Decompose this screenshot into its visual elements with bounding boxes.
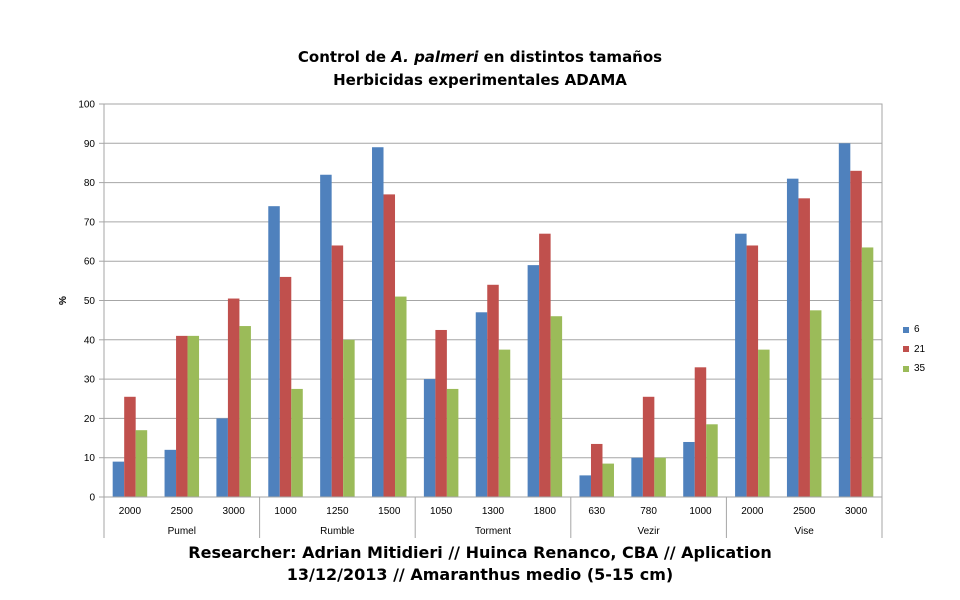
bar-21-1000: [279, 276, 292, 497]
bar-35-1000: [291, 388, 303, 497]
chart-subtitle: Herbicidas experimentales ADAMA: [333, 71, 627, 89]
y-tick-label: 70: [84, 217, 96, 228]
bar-6-630: [579, 475, 591, 497]
footer-line-2: 13/12/2013 // Amaranthus medio (5-15 cm): [286, 565, 674, 584]
bar-35-1300: [498, 349, 511, 497]
y-tick-label: 0: [89, 493, 95, 504]
bar-35-2500: [809, 310, 822, 497]
x-group-label: Torment: [475, 526, 511, 537]
x-tick-label: 2000: [741, 506, 764, 517]
x-tick-label: 1500: [378, 506, 401, 517]
bar-21-1050: [435, 329, 447, 497]
x-tick-label: 2500: [171, 506, 194, 517]
footer-line-1: Researcher: Adrian Mitidieri // Huinca R…: [188, 543, 772, 562]
bar-6-2500: [786, 178, 799, 498]
x-tick-label: 1000: [689, 506, 712, 517]
bar-21-1250: [331, 245, 344, 497]
x-group-label: Rumble: [320, 526, 355, 537]
bar-6-1050: [423, 379, 436, 497]
y-tick-label: 10: [84, 453, 96, 464]
bar-21-2000: [124, 396, 136, 497]
bar-21-630: [590, 443, 603, 497]
bar-35-1050: [446, 388, 459, 497]
legend-label-6: 6: [914, 324, 920, 336]
y-tick-label: 80: [84, 178, 96, 189]
x-group-label: Vise: [795, 526, 815, 537]
x-tick-label: 2000: [119, 506, 142, 517]
bar-6-1500: [372, 147, 384, 498]
bar-21-2000: [746, 245, 759, 497]
chart-title: Control de A. palmeri en distintos tamañ…: [297, 48, 663, 66]
bar-21-2500: [798, 198, 810, 497]
bar-6-1000: [683, 441, 695, 497]
legend-item-21: 21: [903, 340, 925, 360]
x-tick-label: 1300: [482, 506, 505, 517]
x-tick-label: 2500: [793, 506, 816, 517]
bar-6-3000: [216, 418, 228, 497]
y-tick-label: 40: [84, 335, 96, 346]
bar-21-2500: [176, 335, 188, 497]
x-group-label: Vezir: [637, 526, 660, 537]
bar-21-1300: [487, 284, 499, 497]
bar-35-1250: [343, 339, 355, 497]
bar-21-3000: [227, 298, 240, 497]
y-tick-label: 60: [84, 257, 96, 268]
y-tick-label: 100: [78, 100, 95, 111]
chart-legend: 6 21 35: [903, 320, 925, 379]
legend-label-35: 35: [914, 363, 926, 375]
legend-swatch-21: [903, 346, 909, 353]
bar-35-1500: [395, 296, 407, 497]
bar-21-3000: [850, 170, 862, 497]
bar-6-3000: [838, 143, 851, 498]
bar-6-2500: [164, 449, 177, 497]
bar-35-780: [654, 457, 666, 497]
legend-item-35: 35: [903, 359, 925, 379]
bar-6-780: [631, 457, 643, 497]
bar-6-1800: [527, 265, 540, 497]
x-group-label: Pumel: [168, 526, 196, 537]
bar-35-3000: [861, 247, 874, 497]
bar-6-1000: [268, 206, 280, 497]
y-tick-label: 30: [84, 375, 96, 386]
y-axis-label: %: [58, 296, 69, 305]
x-tick-label: 3000: [223, 506, 246, 517]
bar-6-2000: [112, 461, 125, 497]
bar-21-780: [642, 396, 655, 497]
legend-item-6: 6: [903, 320, 925, 340]
x-tick-label: 780: [640, 506, 657, 517]
x-tick-label: 3000: [845, 506, 868, 517]
x-tick-label: 1050: [430, 506, 453, 517]
x-tick-label: 1800: [534, 506, 557, 517]
bar-35-2500: [187, 335, 200, 497]
legend-label-21: 21: [914, 343, 926, 355]
y-tick-label: 20: [84, 414, 96, 425]
y-tick-label: 50: [84, 296, 96, 307]
bar-35-1800: [550, 316, 563, 497]
bar-35-2000: [758, 349, 770, 497]
bar-6-1300: [475, 312, 488, 497]
y-tick-label: 90: [84, 139, 96, 150]
bar-35-2000: [135, 430, 148, 497]
bar-35-630: [602, 463, 614, 497]
x-tick-label: 630: [588, 506, 605, 517]
x-tick-label: 1250: [326, 506, 349, 517]
legend-swatch-6: [903, 326, 909, 333]
bar-21-1000: [694, 367, 707, 497]
bar-6-2000: [735, 233, 747, 497]
x-tick-label: 1000: [274, 506, 297, 517]
bar-21-1500: [383, 194, 396, 497]
bar-35-3000: [239, 326, 251, 497]
bar-6-1250: [320, 174, 332, 498]
bar-35-1000: [706, 424, 718, 497]
bar-21-1800: [539, 233, 551, 497]
legend-swatch-35: [903, 365, 909, 372]
